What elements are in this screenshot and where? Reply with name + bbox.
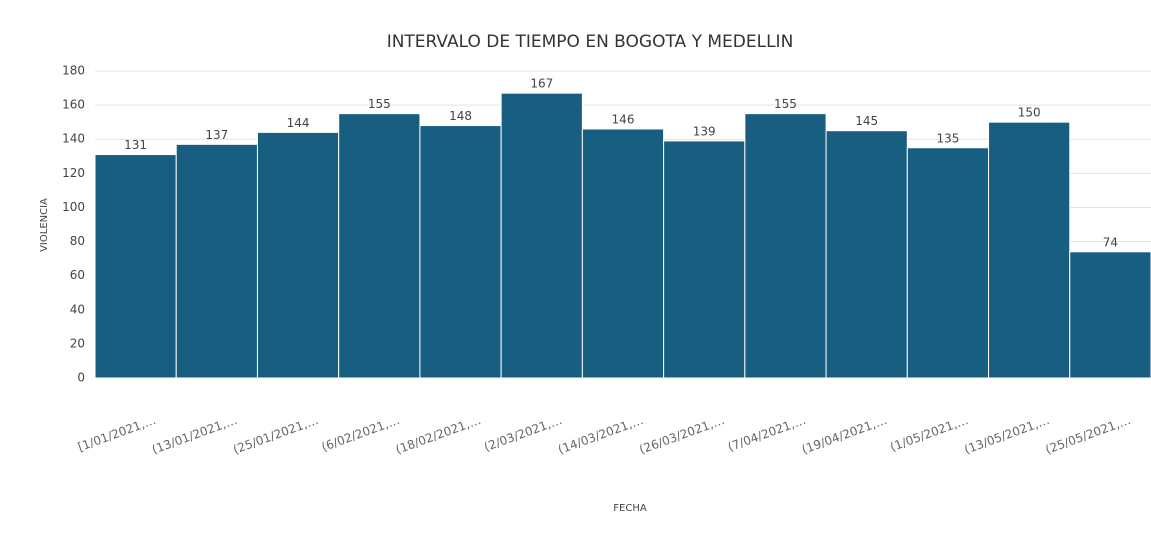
x-tick-label: (2/03/2021,…: [482, 413, 564, 454]
y-tick-label: 80: [70, 234, 85, 248]
x-tick-label: (13/05/2021,…: [962, 413, 1051, 457]
x-tick-label: (6/02/2021,…: [320, 413, 402, 454]
value-label: 74: [1103, 235, 1118, 249]
value-label: 135: [936, 131, 959, 145]
x-axis-label: FECHA: [613, 503, 647, 514]
bar: [825, 130, 908, 379]
y-tick-label: 100: [62, 200, 85, 214]
value-label: 144: [287, 116, 310, 130]
value-label: 145: [855, 114, 878, 128]
bar: [419, 125, 502, 379]
bar: [1069, 251, 1151, 379]
x-tick-label: (14/03/2021,…: [556, 413, 645, 457]
value-label: 137: [205, 128, 228, 142]
value-label: 148: [449, 109, 472, 123]
x-tick-label: [1/01/2021,…: [76, 413, 158, 454]
bar: [500, 92, 583, 379]
x-tick-label: (25/01/2021,…: [231, 413, 320, 457]
x-tick-label: (13/01/2021,…: [150, 413, 239, 457]
x-tick-label: (19/04/2021,…: [800, 413, 889, 457]
value-label: 155: [368, 97, 391, 111]
x-tick-label: (26/03/2021,…: [637, 413, 726, 457]
value-label: 167: [530, 77, 553, 91]
y-tick-label: 120: [62, 166, 85, 180]
y-tick-label: 180: [62, 64, 85, 78]
x-tick-label: (1/05/2021,…: [888, 413, 970, 454]
y-tick-label: 140: [62, 132, 85, 146]
y-tick-label: 40: [70, 302, 85, 316]
x-tick-label: (18/02/2021,…: [394, 413, 483, 457]
y-tick-label: 60: [70, 268, 85, 282]
value-label: 155: [774, 97, 797, 111]
bar: [94, 154, 177, 379]
y-tick-label: 0: [77, 371, 85, 385]
x-tick-label: (7/04/2021,…: [726, 413, 808, 454]
value-label: 146: [612, 112, 635, 126]
value-label: 131: [124, 138, 147, 152]
value-label: 139: [693, 124, 716, 138]
bar: [906, 147, 990, 379]
bar: [744, 113, 827, 379]
bar: [175, 143, 258, 379]
y-tick-label: 160: [62, 98, 85, 112]
y-tick-label: 20: [70, 336, 85, 350]
bar: [338, 113, 421, 379]
x-tick-label: (25/05/2021,…: [1044, 413, 1133, 457]
y-axis-label: VIOLENCIA: [39, 198, 50, 252]
bar: [256, 131, 340, 379]
bar: [663, 140, 746, 379]
bar: [988, 121, 1071, 379]
bar: [581, 128, 665, 379]
chart-title: INTERVALO DE TIEMPO EN BOGOTA Y MEDELLIN: [387, 32, 794, 52]
value-label: 150: [1018, 106, 1041, 120]
